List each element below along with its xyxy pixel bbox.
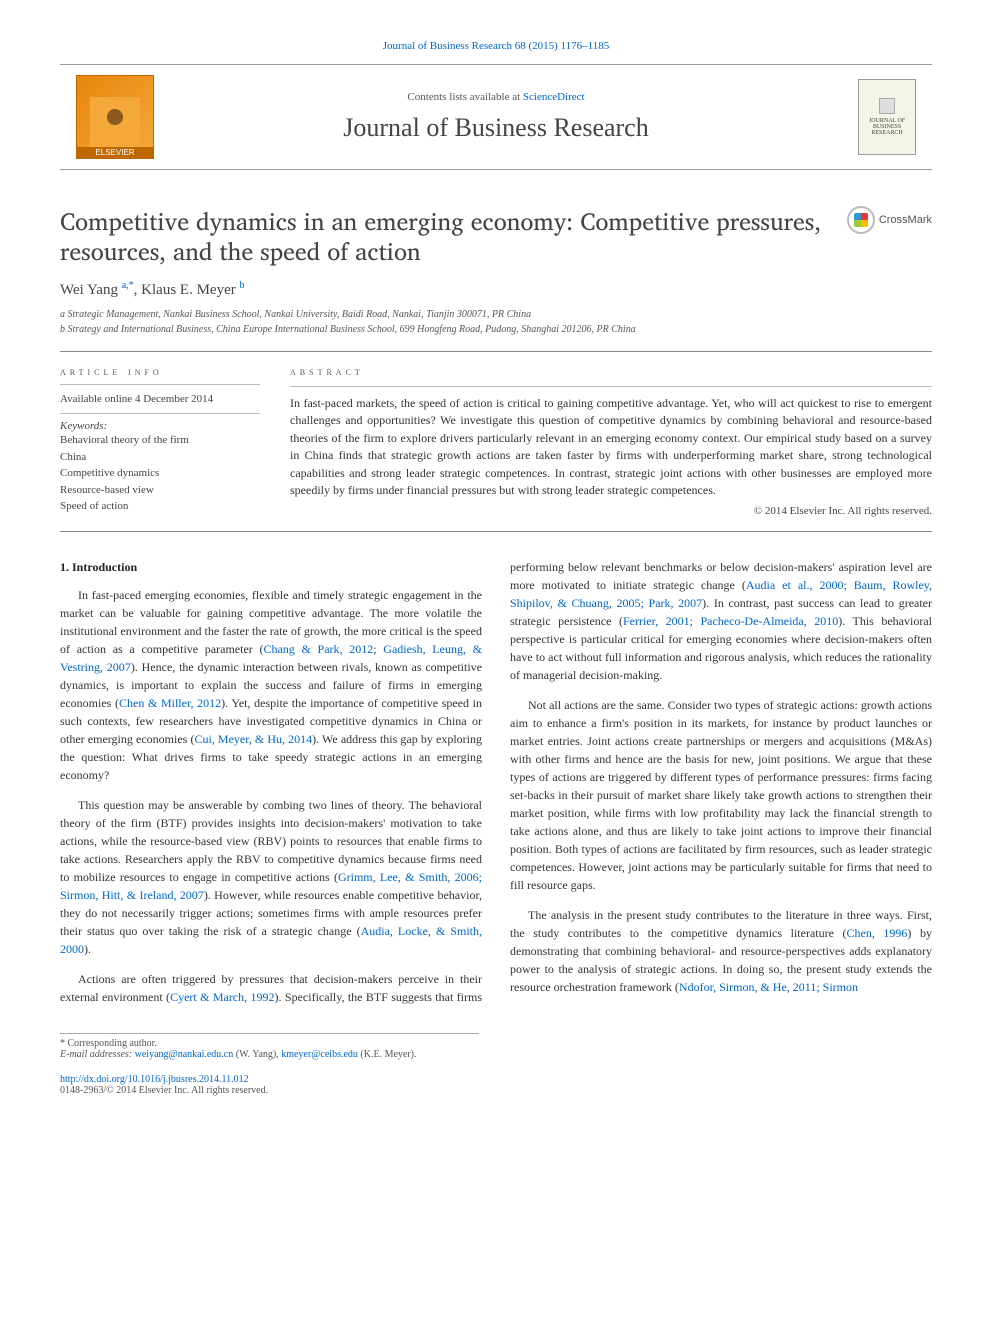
crossmark-badge[interactable]: CrossMark	[847, 206, 932, 234]
citation-link[interactable]: Cyert & March, 1992	[170, 990, 274, 1004]
citation-link[interactable]: Ndofor, Sirmon, & He, 2011; Sirmon	[679, 980, 858, 994]
crossmark-label: CrossMark	[879, 214, 932, 226]
author-separator: , Klaus E. Meyer	[134, 282, 240, 298]
affiliation-a: a Strategic Management, Nankai Business …	[60, 307, 932, 322]
abstract-text: In fast-paced markets, the speed of acti…	[290, 395, 932, 499]
author-1-affil-link[interactable]: a,	[122, 280, 129, 291]
journal-cover-thumbnail: JOURNAL OF BUSINESS RESEARCH	[858, 79, 916, 155]
author-email-link[interactable]: weiyang@nankai.edu.cn	[135, 1049, 234, 1060]
publisher-logo-area: ELSEVIER	[76, 75, 166, 159]
journal-reference: Journal of Business Research 68 (2015) 1…	[60, 40, 932, 52]
keywords-heading: Keywords:	[60, 420, 260, 432]
article-body: 1. Introduction In fast-paced emerging e…	[60, 558, 932, 1007]
divider	[60, 531, 932, 532]
keyword: Resource-based view	[60, 482, 260, 499]
article-info-column: article info Available online 4 December…	[60, 366, 260, 517]
contents-available-line: Contents lists available at ScienceDirec…	[166, 91, 826, 103]
body-paragraph: In fast-paced emerging economies, flexib…	[60, 586, 482, 784]
author-email-link[interactable]: kmeyer@ceibs.edu	[281, 1049, 358, 1060]
keyword: Competitive dynamics	[60, 465, 260, 482]
journal-name: Journal of Business Research	[166, 113, 826, 143]
contents-prefix: Contents lists available at	[407, 91, 522, 103]
body-paragraph: Not all actions are the same. Consider t…	[510, 696, 932, 894]
divider	[60, 384, 260, 385]
email-who: (W. Yang),	[233, 1049, 281, 1060]
abstract-heading: abstract	[290, 366, 932, 378]
article-info-heading: article info	[60, 366, 260, 378]
keyword: Behavioral theory of the firm	[60, 432, 260, 449]
author-1: Wei Yang	[60, 282, 122, 298]
section-heading: 1. Introduction	[60, 558, 482, 576]
body-text: ).	[84, 942, 91, 956]
article-title: Competitive dynamics in an emerging econ…	[60, 206, 827, 266]
cover-mini-icon	[879, 98, 895, 114]
divider	[290, 386, 932, 387]
body-paragraph: This question may be answerable by combi…	[60, 796, 482, 958]
issn-copyright: 0148-2963/© 2014 Elsevier Inc. All right…	[60, 1085, 268, 1096]
doi-line: http://dx.doi.org/10.1016/j.jbusres.2014…	[60, 1074, 932, 1096]
journal-cover-area: JOURNAL OF BUSINESS RESEARCH	[826, 79, 916, 155]
elsevier-label: ELSEVIER	[77, 147, 153, 158]
abstract-copyright: © 2014 Elsevier Inc. All rights reserved…	[290, 505, 932, 517]
email-label: E-mail addresses:	[60, 1049, 135, 1060]
affiliations: a Strategic Management, Nankai Business …	[60, 307, 932, 337]
authors-line: Wei Yang a,*, Klaus E. Meyer b	[60, 280, 932, 299]
available-online: Available online 4 December 2014	[60, 393, 260, 405]
keywords-list: Behavioral theory of the firm China Comp…	[60, 432, 260, 515]
corr-label: Corresponding author.	[68, 1038, 157, 1049]
elsevier-tree-icon	[90, 97, 140, 147]
crossmark-icon	[847, 206, 875, 234]
body-paragraph: The analysis in the present study contri…	[510, 906, 932, 996]
affiliation-b: b Strategy and International Business, C…	[60, 322, 932, 337]
divider	[60, 351, 932, 352]
journal-reference-link[interactable]: Journal of Business Research 68 (2015) 1…	[383, 40, 609, 52]
citation-link[interactable]: Chen & Miller, 2012	[119, 696, 221, 710]
sciencedirect-link[interactable]: ScienceDirect	[523, 91, 585, 103]
journal-header: ELSEVIER Contents lists available at Sci…	[60, 64, 932, 170]
keyword: China	[60, 449, 260, 466]
author-2-affil-link[interactable]: b	[239, 280, 244, 291]
cover-line3: RESEARCH	[871, 130, 902, 136]
divider	[60, 413, 260, 414]
citation-link[interactable]: Chen, 1996	[847, 926, 908, 940]
citation-link[interactable]: Ferrier, 2001; Pacheco-De-Almeida, 2010	[623, 614, 838, 628]
elsevier-logo: ELSEVIER	[76, 75, 154, 159]
page-footer: * Corresponding author. E-mail addresses…	[60, 1033, 932, 1096]
keyword: Speed of action	[60, 498, 260, 515]
abstract-column: abstract In fast-paced markets, the spee…	[290, 366, 932, 517]
corresponding-author-note: * Corresponding author. E-mail addresses…	[60, 1033, 479, 1060]
doi-link[interactable]: http://dx.doi.org/10.1016/j.jbusres.2014…	[60, 1074, 249, 1085]
corr-star: *	[60, 1038, 68, 1049]
citation-link[interactable]: Cui, Meyer, & Hu, 2014	[194, 732, 312, 746]
email-who: (K.E. Meyer).	[358, 1049, 417, 1060]
